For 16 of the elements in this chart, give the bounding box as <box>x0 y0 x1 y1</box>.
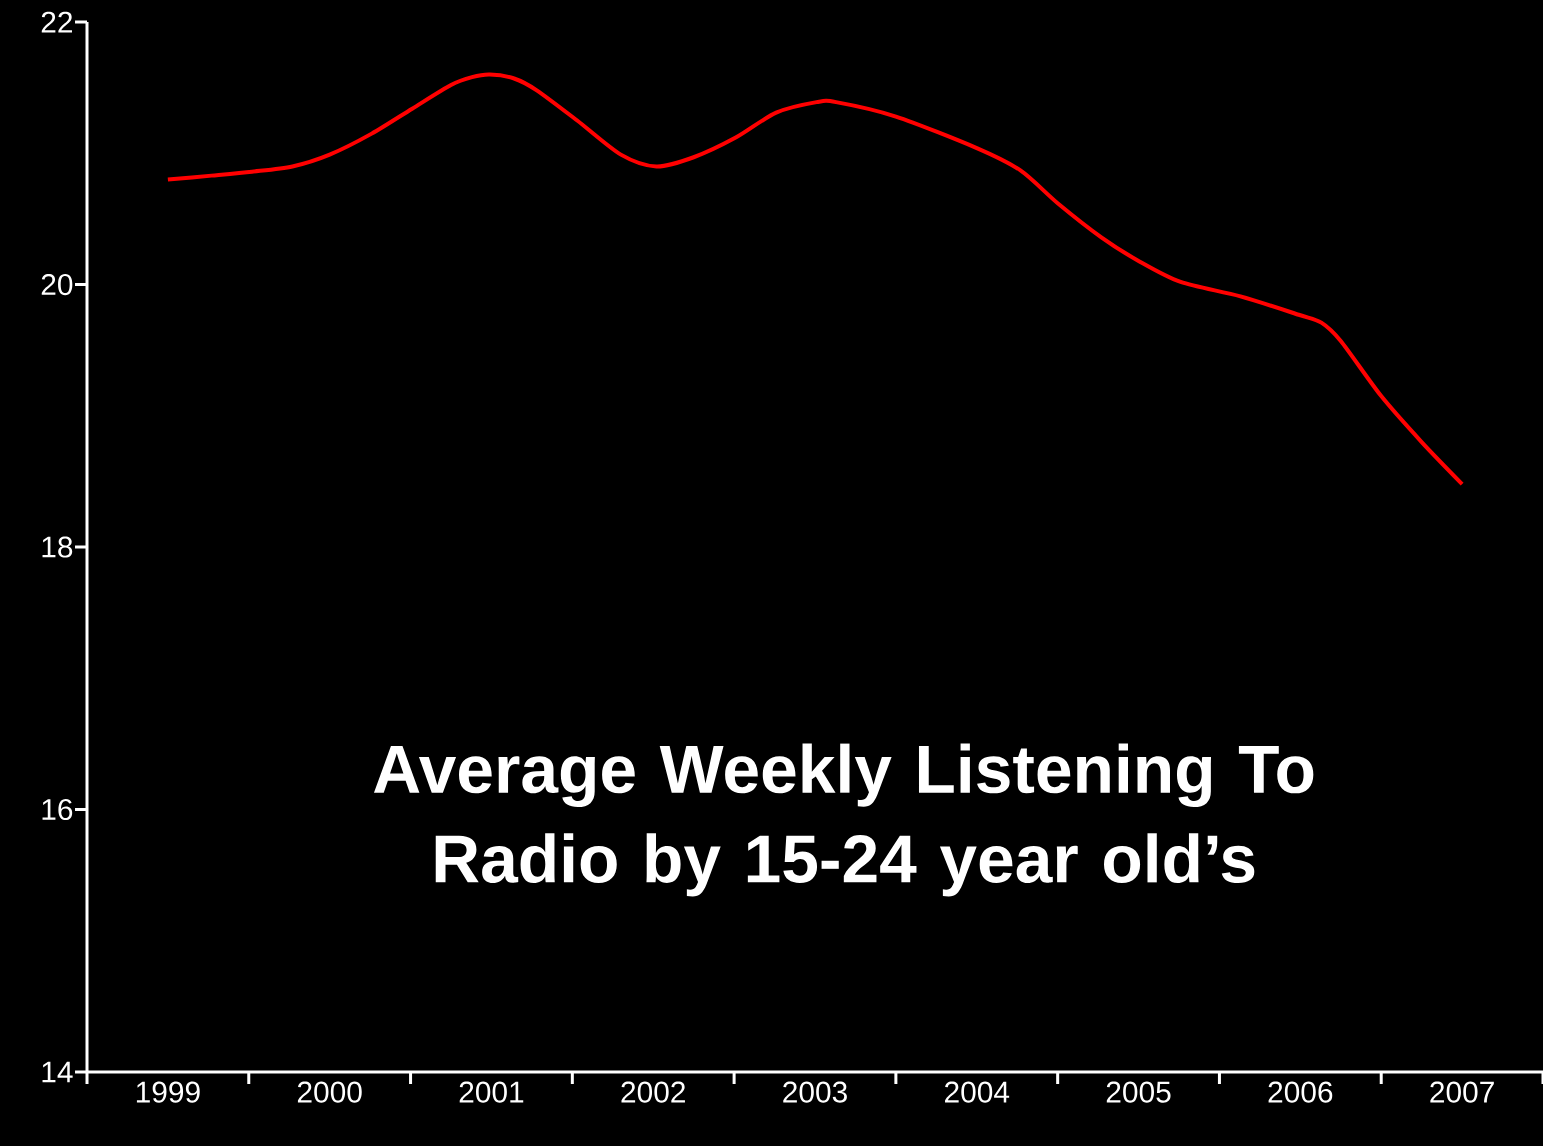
y-tick-label: 14 <box>42 1061 73 1083</box>
x-tick-label: 2002 <box>621 1081 685 1103</box>
x-tick-label: 2005 <box>1106 1081 1171 1103</box>
x-tick-label: 2007 <box>1430 1081 1494 1103</box>
x-tick-label: 2000 <box>297 1081 362 1103</box>
y-tick-label: 20 <box>41 273 73 296</box>
text: Average Weekly Listening To Radio by 15-24 year old’s <box>373 743 1314 897</box>
x-tick-label: 2003 <box>783 1081 847 1103</box>
x-tick-label: 2006 <box>1268 1081 1333 1103</box>
y-tick-label: 18 <box>42 536 73 558</box>
y-tick-label: 22 <box>41 11 72 33</box>
line-series <box>165 72 1465 487</box>
x-tick-label: 2004 <box>945 1081 1010 1103</box>
x-tick-label: 2001 <box>459 1081 524 1103</box>
y-tick-label: 16 <box>42 798 73 821</box>
x-tick-label: 1999 <box>136 1081 200 1103</box>
